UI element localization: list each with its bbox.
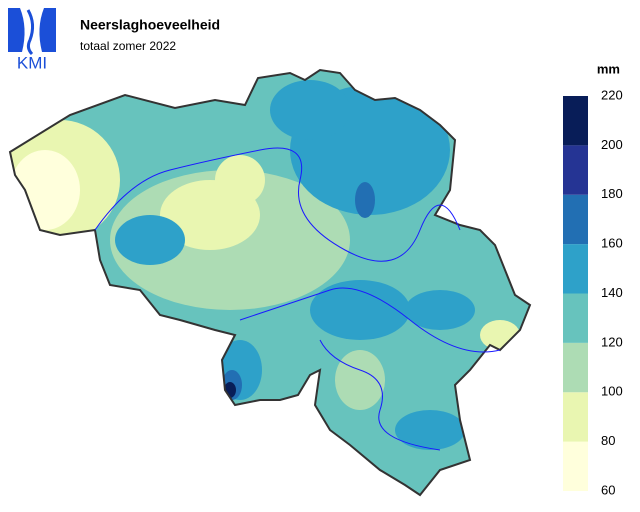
legend-bin xyxy=(563,145,588,195)
legend-tick-label: 160 xyxy=(601,236,623,251)
subtitle: totaal zomer 2022 xyxy=(80,39,176,53)
legend-tick-label: 200 xyxy=(601,137,623,152)
legend-tick-label: 80 xyxy=(601,433,615,448)
legend-unit: mm xyxy=(597,61,620,76)
legend-tick-label: 220 xyxy=(601,87,623,102)
legend-tick-label: 180 xyxy=(601,186,623,201)
logo-text: KMI xyxy=(17,53,47,72)
legend-bin xyxy=(563,342,588,393)
legend-bin xyxy=(563,441,588,491)
legend-bin xyxy=(563,244,588,294)
legend: 60 80 100 120 140 160 180 200 220 xyxy=(563,87,623,497)
legend-bin xyxy=(563,194,588,245)
legend-tick-label: 100 xyxy=(601,384,623,399)
logo: KMI xyxy=(8,8,56,72)
legend-bin xyxy=(563,293,588,343)
legend-bin xyxy=(563,392,588,442)
border xyxy=(8,68,532,497)
rivers xyxy=(94,147,501,451)
title: Neerslaghoeveelheid xyxy=(80,17,220,33)
map xyxy=(10,70,530,495)
legend-tick-label: 120 xyxy=(601,334,623,349)
legend-tick-label: 60 xyxy=(601,482,615,497)
legend-tick-label: 140 xyxy=(601,285,623,300)
legend-bin xyxy=(563,96,588,146)
